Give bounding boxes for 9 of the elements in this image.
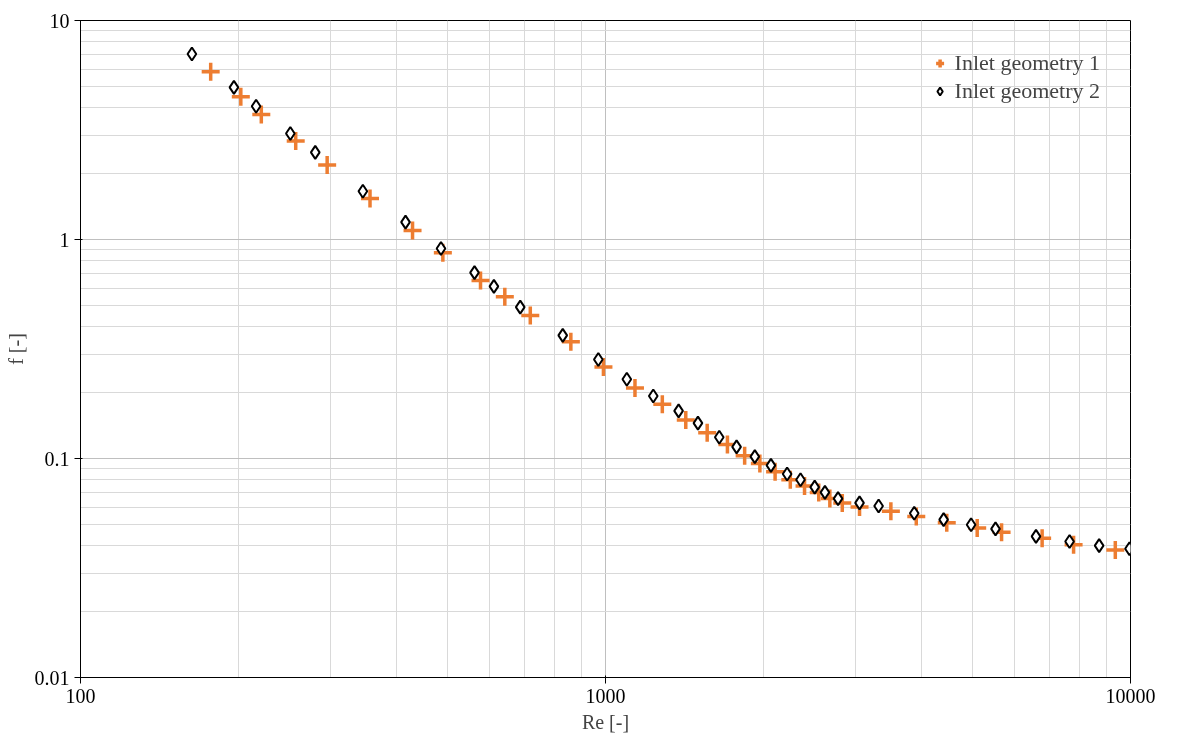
y-axis-title: f [-]	[4, 333, 27, 365]
x-tick-label: 1000	[585, 684, 626, 707]
x-tick-label: 10000	[1105, 684, 1156, 707]
y-tick-label: 0.1	[44, 447, 70, 470]
x-axis-title: Re [-]	[581, 710, 630, 733]
y-tick-label: 1	[59, 228, 70, 251]
y-tick-label: 10	[49, 9, 70, 32]
legend-label: Inlet geometry 2	[954, 78, 1100, 104]
legend-label: Inlet geometry 1	[954, 50, 1100, 76]
